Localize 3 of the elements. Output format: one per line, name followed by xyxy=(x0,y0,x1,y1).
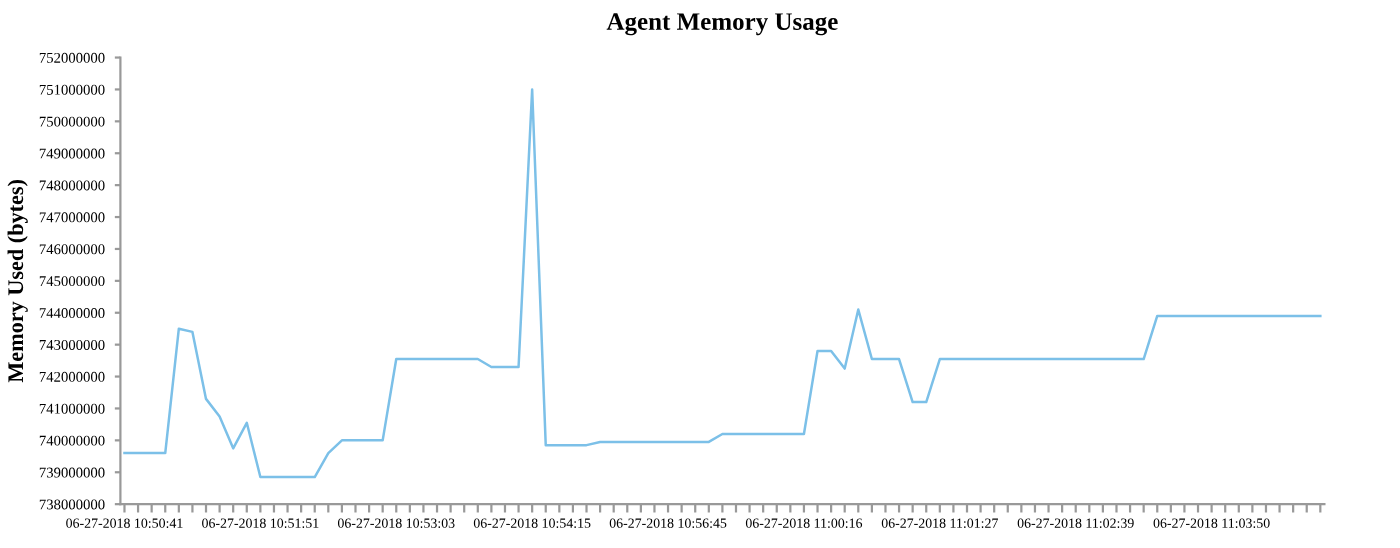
y-axis-title: Memory Used (bytes) xyxy=(7,180,28,383)
chart-title: Agent Memory Usage xyxy=(606,13,838,36)
line-series xyxy=(123,88,1322,479)
